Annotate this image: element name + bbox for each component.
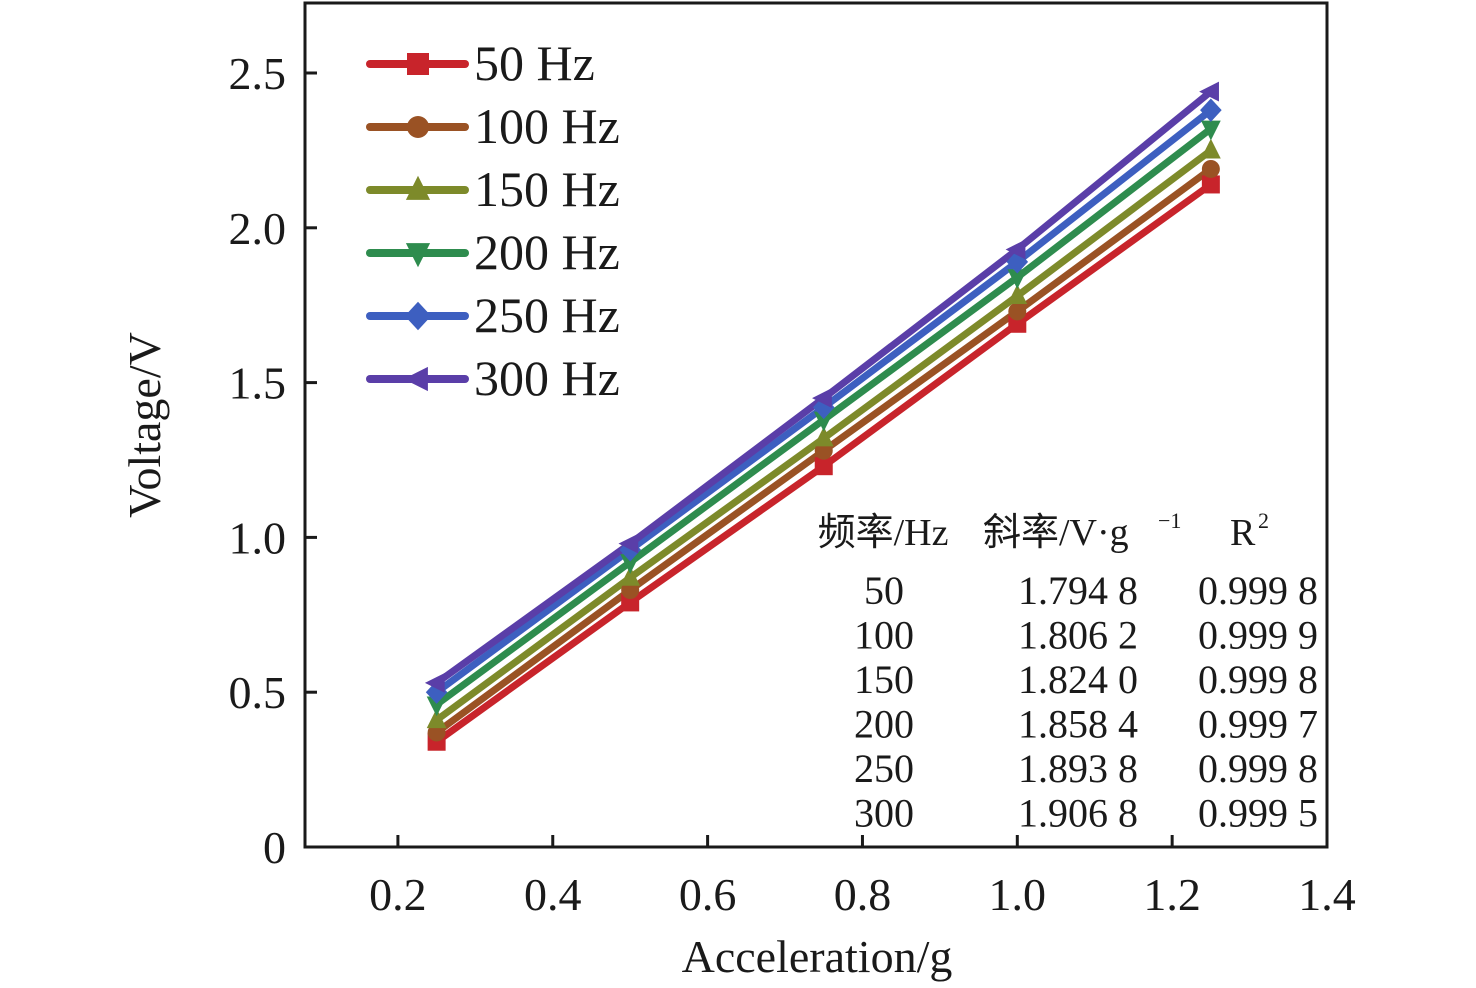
legend-marker-circle-icon	[407, 116, 429, 138]
data-point	[814, 457, 833, 476]
data-point	[426, 696, 447, 717]
x-tick-label: 0.8	[834, 869, 892, 920]
table-cell-r2: 0.999 9	[1198, 613, 1318, 658]
table-cell-freq: 150	[854, 657, 914, 702]
legend-item: 150 Hz	[366, 161, 620, 217]
y-tick-label: 0.5	[229, 667, 287, 718]
data-point	[620, 554, 641, 574]
table-cell-slope: 1.858 4	[1018, 702, 1138, 747]
table-cell-slope: 1.794 8	[1018, 568, 1138, 613]
data-point	[1007, 269, 1028, 290]
legend-label: 100 Hz	[474, 98, 620, 154]
data-point	[618, 533, 639, 554]
data-point	[812, 395, 835, 420]
table-cell-freq: 250	[854, 746, 914, 791]
table-cell-freq: 50	[864, 568, 904, 613]
data-point	[813, 426, 834, 447]
x-axis-label: Acceleration/g	[682, 931, 953, 982]
y-tick-label: 1.0	[229, 512, 287, 563]
data-point	[425, 680, 448, 704]
table-header-slope-sup: −1	[1158, 508, 1181, 533]
table-cell-freq: 200	[854, 702, 914, 747]
data-point	[1201, 175, 1220, 194]
data-point	[812, 388, 832, 408]
table-header-slope: 斜率/V·g	[983, 512, 1129, 554]
x-tick-label: 0.2	[369, 869, 427, 920]
table-row: 50 1.794 8 0.999 8	[864, 568, 1318, 613]
data-point	[1008, 302, 1027, 321]
y-tick-label: 0	[263, 822, 286, 873]
table-row: 200 1.858 4 0.999 7	[854, 702, 1318, 747]
data-point	[424, 673, 445, 693]
data-point	[620, 565, 641, 586]
x-axis-ticks: 0.2 0.4 0.6 0.8 1.0 1.2 1.4	[369, 835, 1356, 920]
data-point	[1201, 159, 1220, 178]
table-header-r-sup: 2	[1258, 508, 1269, 533]
table-row: 100 1.806 2 0.999 9	[854, 613, 1318, 658]
table-cell-r2: 0.999 5	[1198, 791, 1318, 836]
data-point	[1005, 239, 1026, 260]
legend-marker-square-icon	[407, 53, 429, 75]
table-cell-slope: 1.906 8	[1018, 791, 1138, 836]
legend-item: 50 Hz	[366, 35, 595, 91]
data-point	[1200, 138, 1221, 159]
legend: 50 Hz 100 Hz 150 Hz 200 Hz 250 Hz 300 Hz	[366, 35, 620, 406]
data-point	[813, 411, 834, 432]
y-axis-label: Voltage/V	[119, 332, 170, 518]
x-tick-label: 0.6	[679, 869, 737, 920]
legend-label: 150 Hz	[474, 161, 620, 217]
x-tick-label: 1.2	[1143, 869, 1201, 920]
legend-item: 100 Hz	[366, 98, 620, 154]
y-tick-label: 1.5	[229, 358, 287, 409]
y-tick-label: 2.5	[229, 48, 287, 99]
legend-label: 200 Hz	[474, 224, 620, 280]
table-cell-freq: 100	[854, 613, 914, 658]
data-point	[1008, 314, 1027, 333]
y-tick-label: 2.0	[229, 203, 287, 254]
table-cell-slope: 1.893 8	[1018, 746, 1138, 791]
table-cell-freq: 300	[854, 791, 914, 836]
legend-item: 250 Hz	[366, 287, 620, 343]
table-header-freq: 频率/Hz	[818, 512, 949, 554]
legend-label: 300 Hz	[474, 350, 620, 406]
table-cell-slope: 1.806 2	[1018, 613, 1138, 658]
legend-marker-triangle-up-icon	[405, 175, 431, 200]
table-cell-slope: 1.824 0	[1018, 657, 1138, 702]
series-markers	[424, 81, 1222, 751]
table-cell-r2: 0.999 8	[1198, 746, 1318, 791]
y-axis-ticks: 0 0.5 1.0 1.5 2.0 2.5	[229, 48, 317, 873]
table-header-r: R	[1230, 512, 1256, 554]
legend-label: 250 Hz	[474, 287, 620, 343]
legend-label: 50 Hz	[474, 35, 595, 91]
legend-marker-triangle-down-icon	[405, 243, 431, 268]
x-tick-label: 0.4	[524, 869, 582, 920]
data-point	[621, 593, 640, 612]
data-point	[1007, 284, 1028, 305]
legend-item: 300 Hz	[366, 350, 620, 406]
table-rows: 50 1.794 8 0.999 8 100 1.806 2 0.999 9 150 1.82…	[854, 568, 1318, 836]
x-tick-label: 1.4	[1298, 869, 1356, 920]
table-row: 150 1.824 0 0.999 8	[854, 657, 1318, 702]
legend-item: 200 Hz	[366, 224, 620, 280]
table-row: 250 1.893 8 0.999 8	[854, 746, 1318, 791]
legend-marker-diamond-icon	[404, 301, 432, 331]
data-point	[1200, 120, 1221, 141]
plot-frame	[303, 1, 1329, 849]
table-cell-r2: 0.999 8	[1198, 657, 1318, 702]
table-cell-r2: 0.999 7	[1198, 702, 1318, 747]
x-tick-label: 1.0	[989, 869, 1047, 920]
table-cell-r2: 0.999 8	[1198, 568, 1318, 613]
data-point	[1200, 98, 1222, 122]
legend-marker-triangle-left-icon	[403, 366, 428, 392]
table-row: 300 1.906 8 0.999 5	[854, 791, 1318, 836]
data-point	[1199, 81, 1219, 102]
data-point	[426, 708, 447, 729]
